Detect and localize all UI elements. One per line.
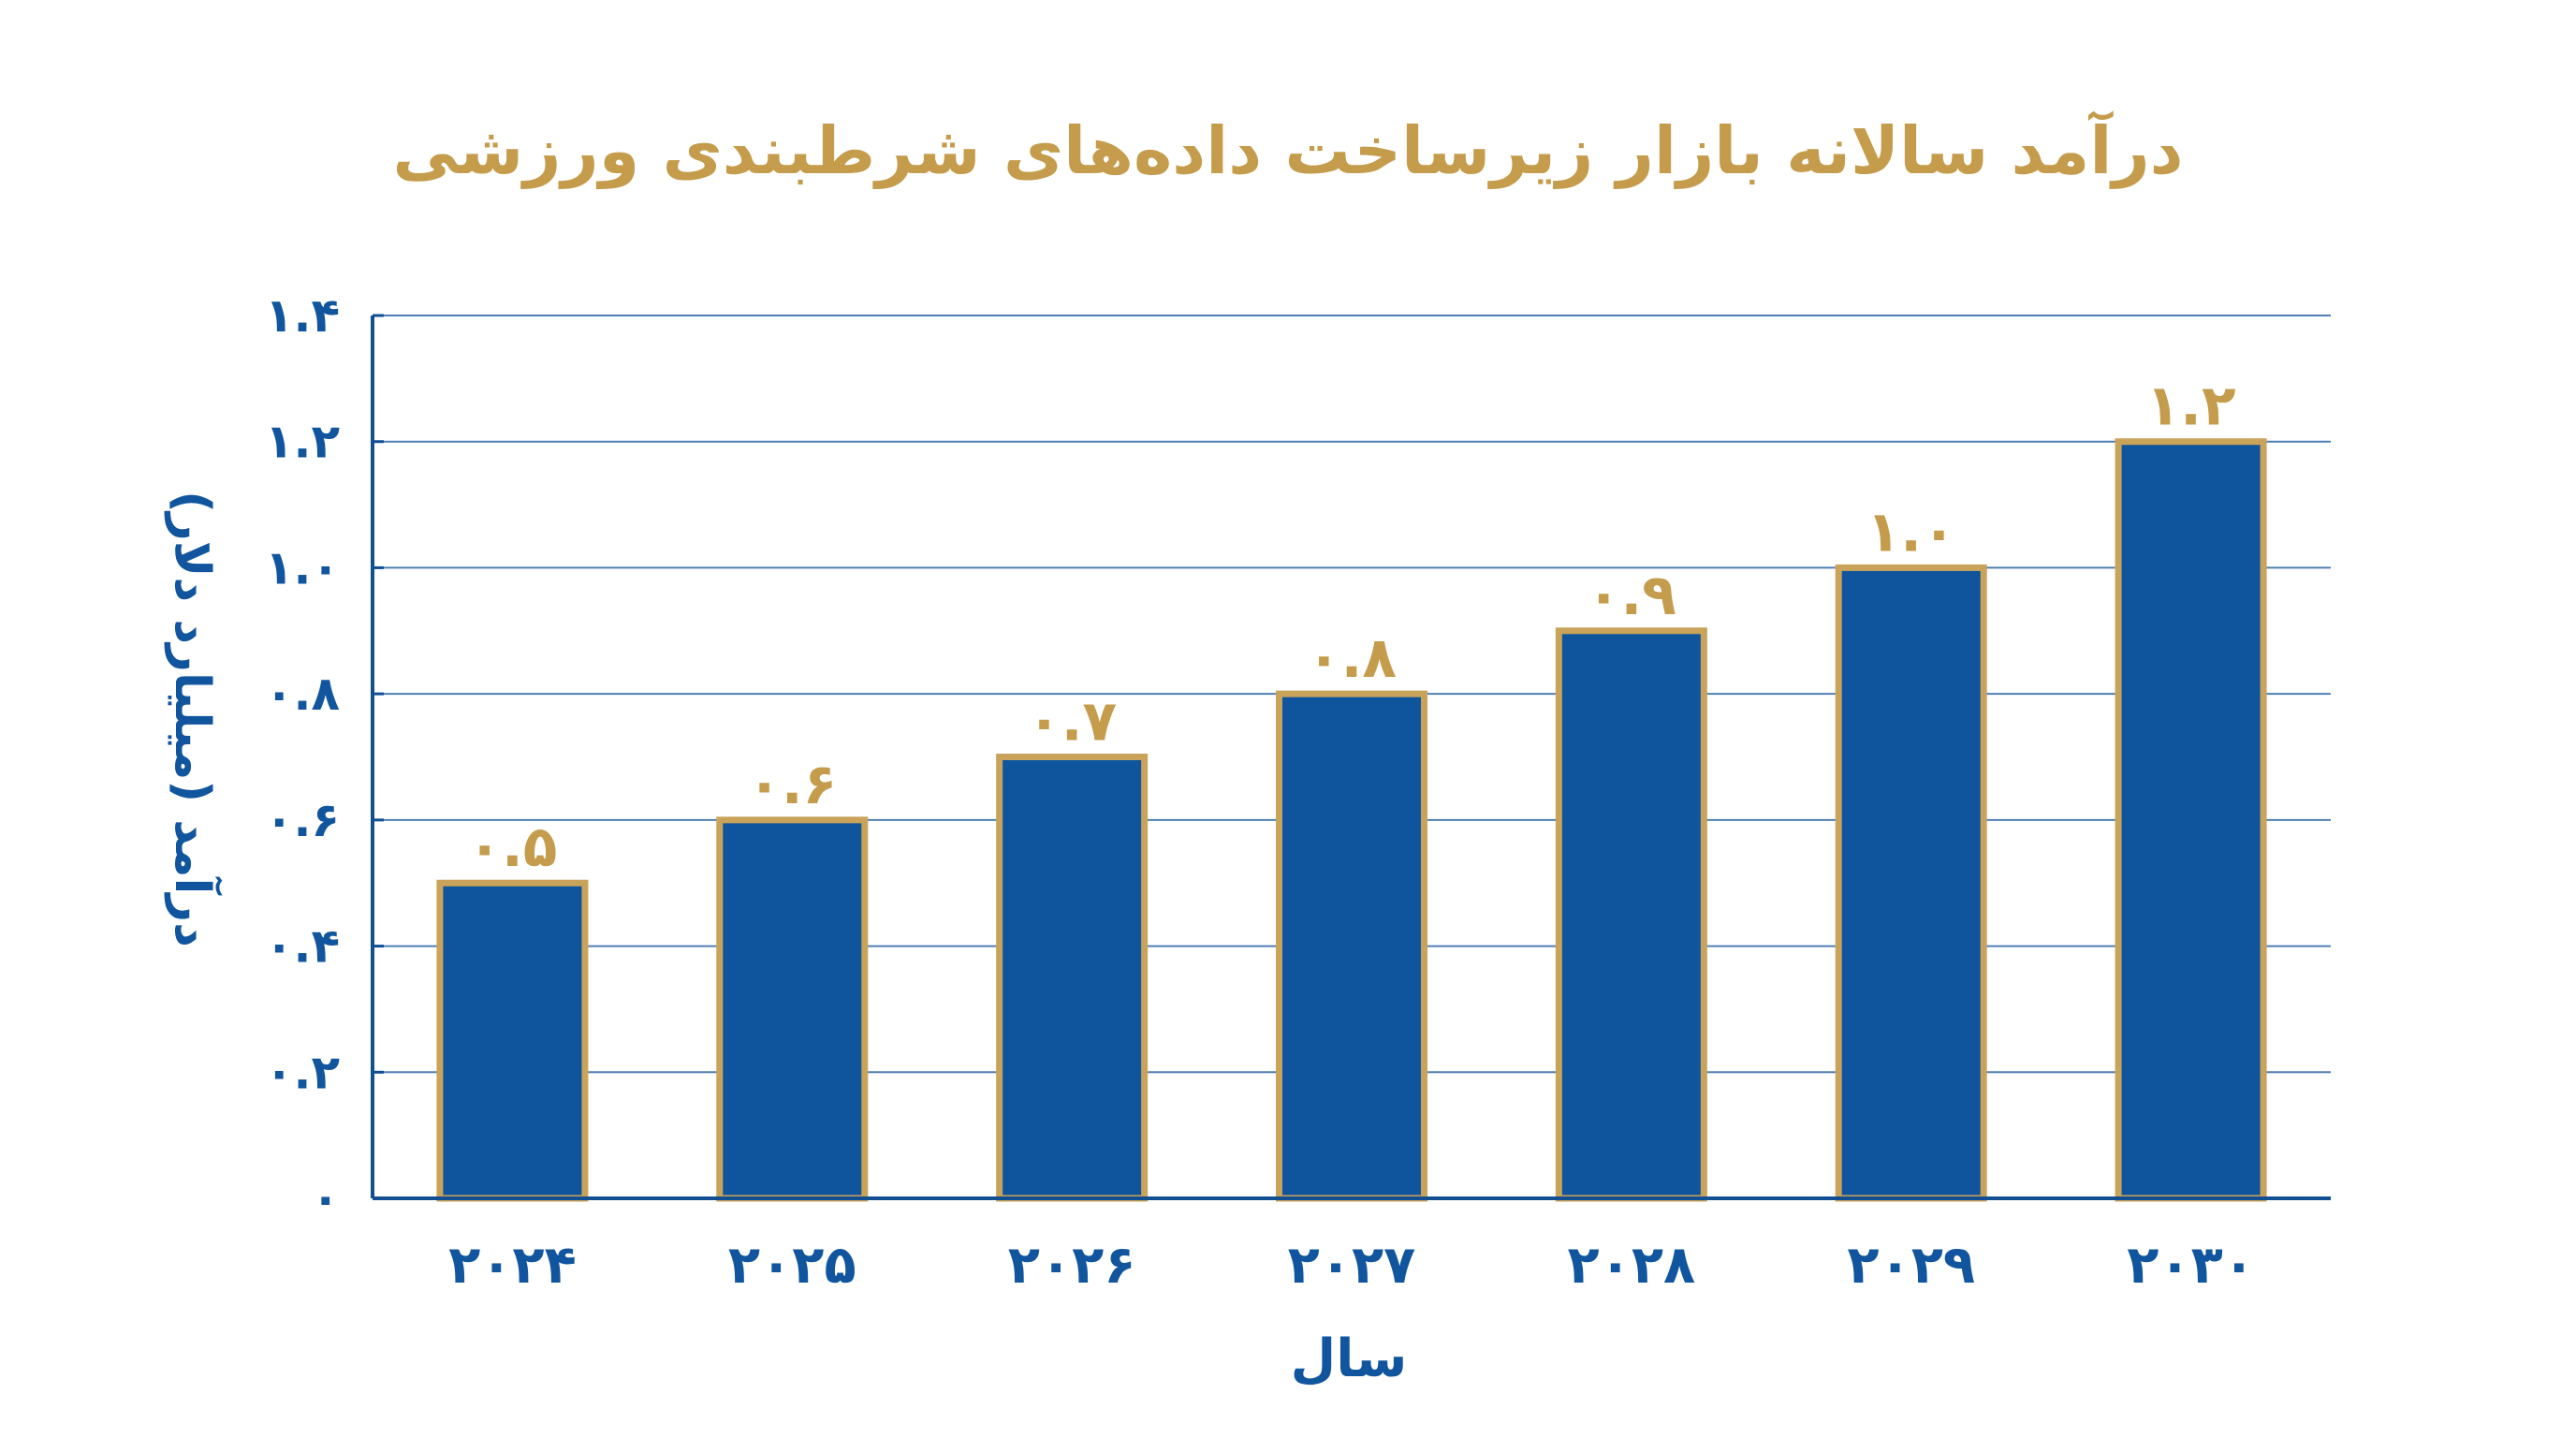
bar [436, 879, 589, 1202]
bar-value-label: ۰.۹ [1587, 563, 1676, 628]
bar [996, 754, 1149, 1202]
bar-value-label: ۱.۰ [1866, 499, 1956, 565]
x-axis-ticks-layer: ۲۰۲۴ ۲۰۲۵ ۲۰۲۶ ۲۰۲۷ ۲۰۲۸ ۲۰۲۹ ۲۰۳۰ [448, 1235, 2255, 1296]
bar-value-label: ۰.۶ [747, 752, 837, 817]
x-tick-label: ۲۰۲۶ [1008, 1235, 1136, 1296]
bar [716, 816, 869, 1202]
y-tick-label: ۰.۶ [265, 793, 340, 847]
y-tick-label: ۱.۲ [265, 415, 340, 469]
x-tick-label: ۲۰۲۵ [728, 1235, 856, 1296]
x-tick-label: ۲۰۲۴ [448, 1235, 577, 1296]
y-tick-label: ۱.۰ [265, 540, 340, 594]
data-labels-layer: ۰.۵ ۰.۶ ۰.۷ ۰.۸ ۰.۹ ۱.۰ ۱.۲ [467, 374, 2235, 881]
bar [1835, 564, 1987, 1202]
y-tick-label: ۰.۲ [265, 1045, 340, 1099]
bar-value-label: ۰.۸ [1307, 625, 1397, 691]
bar-value-label: ۰.۵ [467, 814, 557, 880]
bar [2115, 438, 2267, 1202]
chart-title: درآمد سالانه بازار زیرساخت داده‌های شرطب… [392, 110, 2183, 189]
bar-value-label: ۰.۷ [1027, 689, 1117, 755]
bar [1555, 627, 1707, 1202]
y-tick-label: ۱.۴ [265, 288, 340, 343]
bar-value-label: ۱.۲ [2146, 374, 2236, 439]
x-tick-label: ۲۰۳۰ [2127, 1235, 2255, 1296]
y-tick-label: ۰ [311, 1171, 340, 1225]
bar [1276, 690, 1427, 1202]
x-tick-label: ۲۰۲۸ [1567, 1235, 1695, 1296]
bars-layer [436, 438, 2267, 1202]
x-tick-label: ۲۰۲۹ [1847, 1235, 1975, 1296]
y-axis-ticks-layer: ۰ ۰.۲ ۰.۴ ۰.۶ ۰.۸ ۱.۰ ۱.۲ ۱.۴ [265, 288, 384, 1225]
y-axis-label: درآمد (میلیارد دلار) [164, 491, 223, 947]
x-tick-label: ۲۰۲۷ [1288, 1235, 1416, 1296]
y-tick-label: ۰.۸ [265, 667, 340, 721]
y-tick-label: ۰.۴ [265, 919, 340, 974]
x-axis-label: سال [1291, 1328, 1408, 1389]
